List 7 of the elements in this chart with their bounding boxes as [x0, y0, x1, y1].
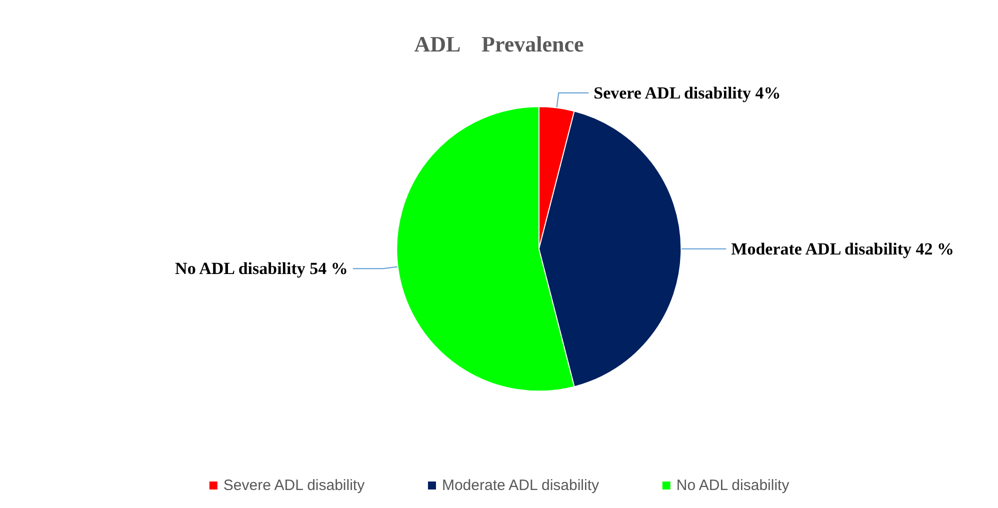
- data-label: Severe ADL disability 4%: [594, 83, 781, 102]
- data-label: Moderate ADL disability 42 %: [731, 239, 954, 258]
- chart-title: ADL Prevalence: [414, 32, 584, 56]
- data-label: No ADL disability 54 %: [175, 259, 348, 278]
- legend-label: No ADL disability: [676, 477, 790, 494]
- legend-label: Moderate ADL disability: [442, 477, 600, 494]
- legend-label: Severe ADL disability: [223, 477, 366, 494]
